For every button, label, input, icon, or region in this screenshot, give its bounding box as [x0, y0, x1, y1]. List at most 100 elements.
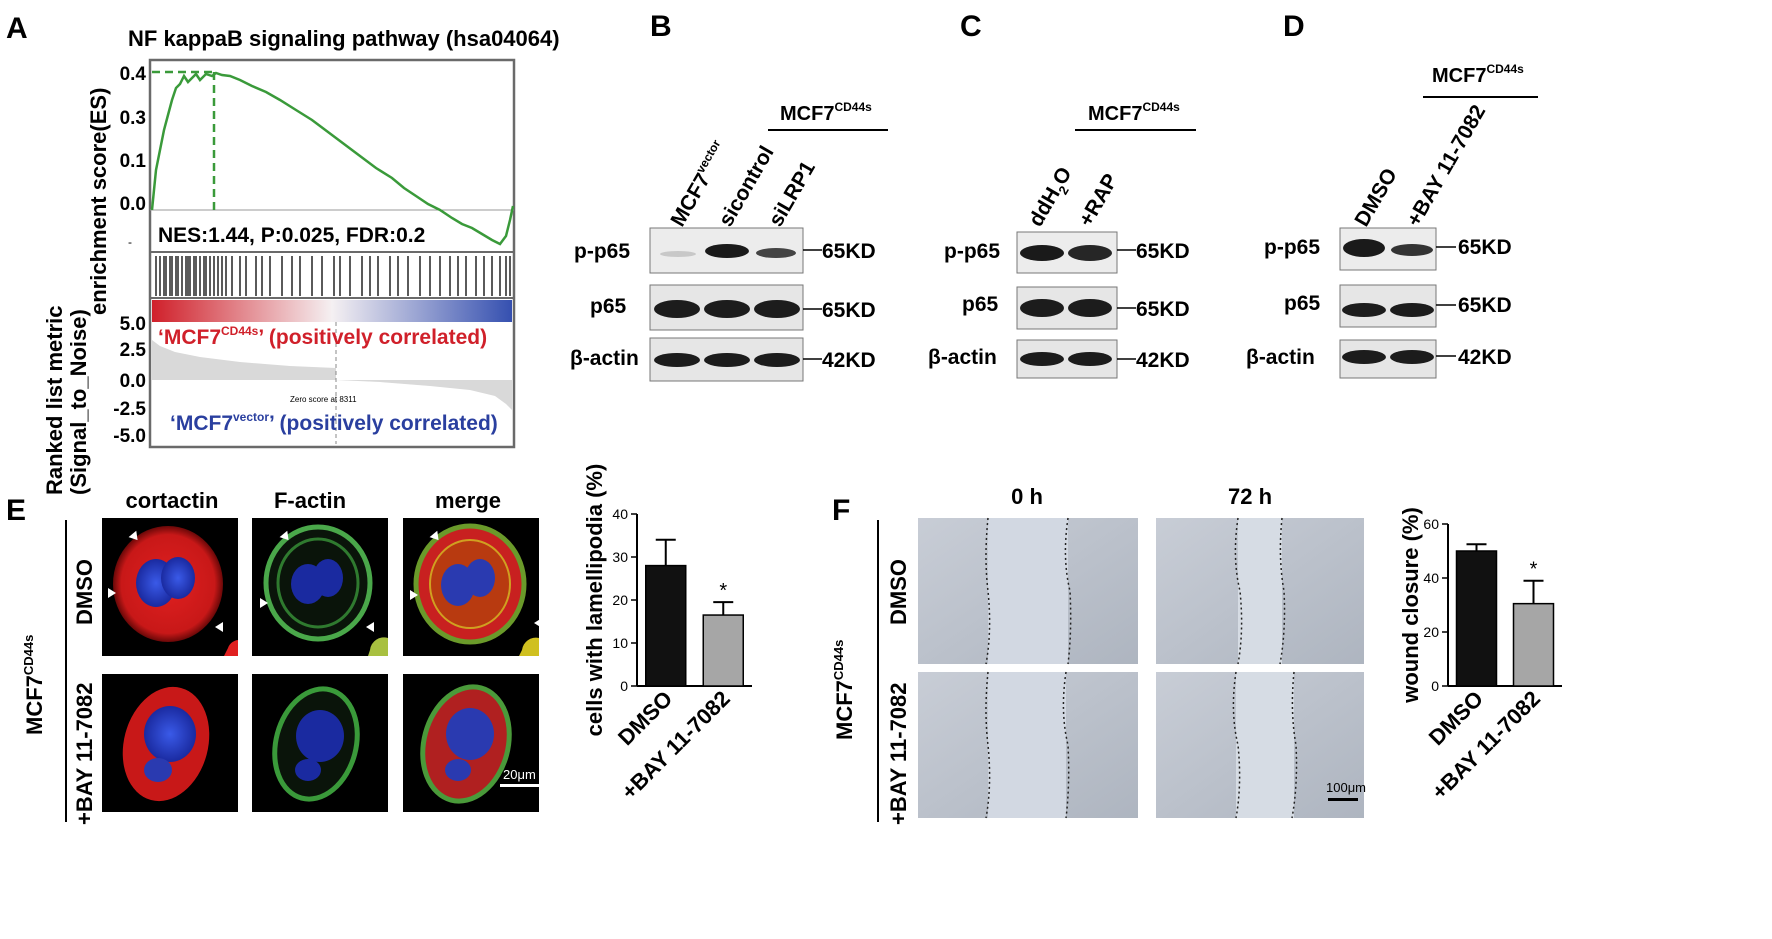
es-curve — [150, 71, 515, 246]
metric-tick: 5.0 — [120, 314, 146, 335]
panel-b: B MCF7CD44s MCF7vector sicontrol siLRP1 … — [570, 10, 888, 382]
es-tick: 0.0 — [120, 194, 146, 215]
blot-band — [705, 244, 749, 258]
blot-d-mw: 65KD — [1458, 294, 1512, 317]
blot-band — [1391, 244, 1433, 256]
pos-class-label: ‘MCF7CD44s’ (positively correlated) — [158, 324, 487, 349]
wound-image-dmso-72h — [1156, 517, 1364, 665]
blot-b-mw: 42KD — [822, 349, 876, 372]
blot-band — [1020, 352, 1064, 366]
panel-letter-b: B — [650, 10, 672, 43]
blot-band — [1342, 350, 1386, 364]
metric-axis-label-2: (Signal_to_Noise) — [66, 309, 91, 495]
y-tick-label: 60 — [1423, 516, 1439, 532]
bar — [645, 564, 687, 687]
bar — [702, 614, 744, 687]
blot-band — [1020, 299, 1064, 317]
es-tick-minor: - — [128, 235, 132, 249]
gsea-title: NF kappaB signaling pathway (hsa04064) — [128, 26, 560, 51]
significance-mark: * — [719, 580, 727, 602]
panel-letter-c: C — [960, 10, 982, 43]
panel-f-col-label: 72 h — [1228, 484, 1272, 509]
metric-tick: 2.5 — [120, 340, 147, 361]
panel-e-scale-label: 20μm — [503, 767, 536, 782]
blot-d-lane-2: +BAY 11-7082 — [1402, 101, 1490, 230]
y-axis-label: cells with lamellipodia (%) — [582, 464, 607, 737]
blot-band — [704, 300, 750, 318]
blot-b-mw: 65KD — [822, 240, 876, 263]
panel-e-cell-line: MCF7CD44s — [21, 635, 47, 735]
panel-e-row-label: +BAY 11-7082 — [72, 682, 97, 825]
blot-band — [1020, 245, 1064, 261]
panel-c: C MCF7CD44s ddH2O +RAP p-p65 p65 β-actin… — [928, 10, 1196, 379]
micrograph-merge-dmso — [403, 518, 542, 656]
panel-e: E cortactin F-actin merge MCF7CD44s DMSO… — [6, 488, 544, 825]
bar — [1455, 550, 1498, 687]
gsea-frame — [148, 58, 516, 449]
wound-image-dmso-0h — [918, 517, 1138, 665]
metric-tick: -5.0 — [113, 426, 146, 447]
significance-mark: * — [1530, 559, 1538, 581]
micrograph-factin-bay — [252, 674, 388, 812]
blot-d-row-name: β-actin — [1246, 346, 1315, 369]
blot-band — [756, 248, 796, 258]
blot-band — [754, 300, 800, 318]
blot-c-row-name: p65 — [962, 293, 999, 316]
y-tick-label: 20 — [612, 592, 628, 608]
metric-axis-label-1: Ranked list metric — [42, 305, 67, 495]
blot-band — [1343, 239, 1385, 257]
panel-f-row-label: DMSO — [886, 559, 911, 625]
blot-c-row-name: p-p65 — [944, 240, 1000, 263]
panel-e-col-label: merge — [435, 488, 501, 513]
micrograph-factin-dmso — [252, 518, 388, 656]
blot-c-mw: 42KD — [1136, 349, 1190, 372]
y-tick-label: 0 — [620, 678, 628, 694]
ranked-metric-area — [152, 340, 512, 410]
y-tick-label: 40 — [1423, 570, 1439, 586]
blot-b-row-name: p65 — [590, 295, 627, 318]
micrograph-cortactin-dmso — [102, 518, 238, 656]
panel-a: A NF kappaB signaling pathway (hsa04064)… — [6, 12, 560, 495]
panel-e-col-label: cortactin — [126, 488, 219, 513]
bar — [1512, 602, 1555, 687]
blot-band — [1390, 350, 1434, 364]
metric-tick: 0.0 — [120, 371, 146, 392]
blot-band — [1068, 245, 1112, 261]
wound-image-bay-72h: 100μm — [1156, 671, 1366, 819]
blot-b-row-name: p-p65 — [574, 240, 630, 263]
panel-f-col-label: 0 h — [1011, 484, 1043, 509]
panel-d: D MCF7CD44s DMSO +BAY 11-7082 p-p65 p65 … — [1246, 10, 1538, 379]
scale-bar — [500, 784, 544, 787]
blot-c-row-name: β-actin — [928, 346, 997, 369]
es-tick: 0.4 — [120, 64, 147, 85]
y-tick-label: 20 — [1423, 624, 1439, 640]
blot-band — [654, 353, 700, 367]
y-tick-label: 40 — [612, 506, 628, 522]
blot-d-group-label: MCF7CD44s — [1432, 62, 1524, 87]
neg-class-label: ‘MCF7vector’ (positively correlated) — [170, 410, 498, 435]
blot-b-group-label: MCF7CD44s — [780, 100, 872, 125]
panel-e-col-label: F-actin — [274, 488, 346, 513]
blot-band — [654, 300, 700, 318]
panel-letter-f: F — [832, 494, 850, 527]
rank-gradient-bar — [152, 300, 512, 322]
blot-d-mw: 42KD — [1458, 346, 1512, 369]
metric-tick: -2.5 — [113, 399, 146, 420]
micrograph-merge-bay: 20μm — [403, 674, 544, 812]
wound-image-bay-0h — [918, 671, 1138, 819]
es-tick: 0.3 — [120, 108, 146, 129]
scale-bar — [1328, 798, 1358, 801]
blot-b-mw: 65KD — [822, 299, 876, 322]
blot-c-lane-1: ddH2O — [1024, 163, 1080, 232]
blot-band — [1068, 352, 1112, 366]
panel-letter-d: D — [1283, 10, 1305, 43]
panel-letter-e: E — [6, 494, 26, 527]
blot-d-lane-1: DMSO — [1350, 164, 1401, 230]
blot-c-mw: 65KD — [1136, 240, 1190, 263]
panel-f: F 0 h 72 h MCF7CD44s DMSO +BAY 11-7082 — [831, 484, 1366, 825]
es-axis-label: enrichment score(ES) — [86, 88, 111, 315]
y-axis-label: wound closure (%) — [1398, 507, 1423, 704]
blot-b-lane-3: siLRP1 — [764, 157, 820, 230]
blot-c-group-label: MCF7CD44s — [1088, 100, 1180, 125]
